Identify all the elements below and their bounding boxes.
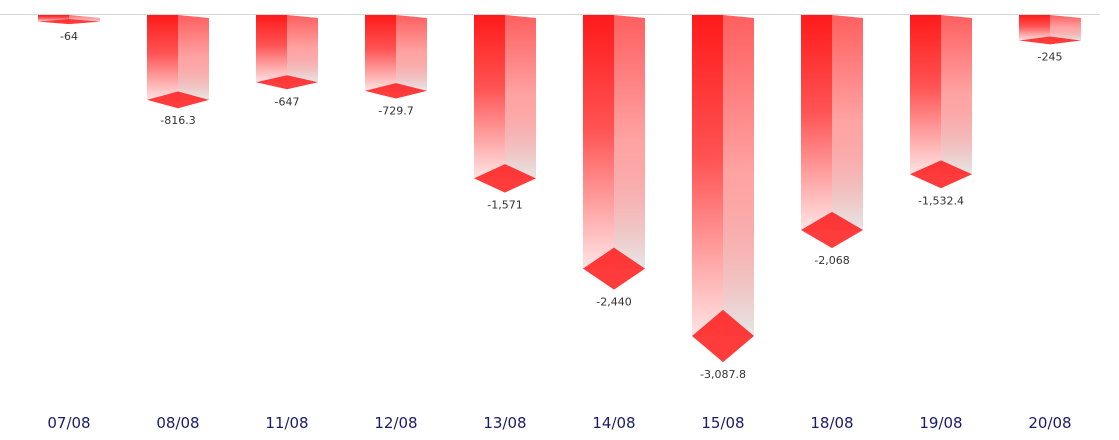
bar-side	[287, 15, 318, 83]
value-label: -3,087.8	[700, 368, 746, 381]
bar-front	[692, 15, 723, 336]
value-label: -2,068	[814, 254, 849, 267]
bar-bottom	[910, 160, 972, 189]
value-label: -1,571	[487, 199, 522, 212]
x-tick-label: 11/08	[265, 414, 308, 432]
bar-bottom	[256, 75, 318, 90]
value-label: -816.3	[160, 114, 195, 127]
bar-front	[474, 15, 505, 179]
bar-bottom	[365, 83, 427, 99]
bar-front	[583, 15, 614, 269]
x-tick-label: 08/08	[156, 414, 199, 432]
value-label: -1,532.4	[918, 194, 964, 207]
bar-bottom	[474, 164, 536, 193]
bar-front	[910, 15, 941, 175]
x-tick-label: 19/08	[919, 414, 962, 432]
bar-bottom	[583, 247, 645, 290]
bar-side	[505, 15, 536, 179]
bar-side	[832, 15, 863, 230]
bar-front	[801, 15, 832, 230]
bar-front	[1019, 15, 1050, 41]
x-tick-label: 18/08	[810, 414, 853, 432]
bar-bottom	[38, 19, 100, 25]
bar-front	[365, 15, 396, 91]
bar-bottom	[1019, 36, 1081, 45]
x-tick-label: 15/08	[701, 414, 744, 432]
bar-bottom	[692, 309, 754, 363]
x-tick-label: 20/08	[1028, 414, 1071, 432]
bar-side	[723, 15, 754, 336]
bar-side	[178, 15, 209, 100]
bar-bottom	[147, 91, 209, 109]
bar-side	[1050, 15, 1081, 41]
x-tick-label: 13/08	[483, 414, 526, 432]
value-label: -729.7	[378, 105, 413, 118]
x-tick-label: 07/08	[47, 414, 90, 432]
x-tick-label: 12/08	[374, 414, 417, 432]
bar-side	[396, 15, 427, 91]
value-label: -64	[60, 30, 78, 43]
bar-side	[941, 15, 972, 175]
bar-front	[256, 15, 287, 83]
value-label: -245	[1038, 50, 1063, 63]
x-tick-label: 14/08	[592, 414, 635, 432]
value-label: -2,440	[596, 296, 631, 309]
bar-front	[38, 15, 69, 22]
value-label: -647	[275, 95, 300, 108]
bar-side	[614, 15, 645, 269]
bar-bottom	[801, 211, 863, 249]
bar-front	[147, 15, 178, 100]
